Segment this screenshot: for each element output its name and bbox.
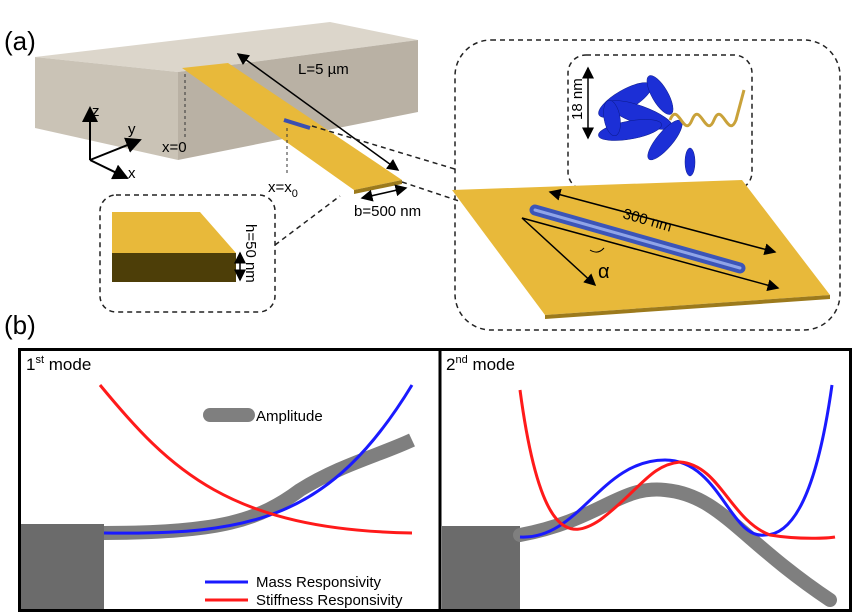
annotation: x=0 bbox=[162, 139, 187, 156]
annotation: α bbox=[598, 261, 610, 283]
mode-title: 1st mode bbox=[26, 354, 91, 374]
annotation: 18 nm bbox=[569, 78, 586, 120]
panel-frame bbox=[20, 350, 851, 611]
legend-label: Stiffness Responsivity bbox=[256, 592, 403, 609]
mode-title: mode bbox=[44, 355, 91, 374]
clamp bbox=[442, 526, 520, 609]
shape bbox=[685, 148, 695, 176]
axis-label: y bbox=[128, 121, 136, 138]
connector bbox=[275, 196, 340, 245]
legend-label: Amplitude bbox=[256, 408, 323, 425]
block-front bbox=[35, 57, 178, 160]
plate bbox=[452, 180, 830, 315]
connector bbox=[402, 182, 462, 202]
panel-label: (a) bbox=[4, 26, 36, 56]
figure: (a) z y x x=0 L=5 µm x=x0 b=500 nm h=50 … bbox=[0, 0, 852, 612]
mode-title: mode bbox=[468, 355, 515, 374]
legend-label: Mass Responsivity bbox=[256, 574, 382, 591]
mode-ordinal: 1 bbox=[26, 355, 35, 374]
mode-suffix: nd bbox=[455, 354, 467, 366]
annotation: x=x0 bbox=[268, 179, 298, 200]
annotation: b=500 nm bbox=[354, 203, 421, 220]
annotation: 0 bbox=[292, 188, 298, 200]
protein bbox=[594, 72, 695, 176]
mode-ordinal: 2 bbox=[446, 355, 455, 374]
clamp bbox=[21, 524, 104, 609]
beam-side bbox=[112, 253, 236, 282]
panel-label: (b) bbox=[4, 310, 36, 340]
axis-label: x bbox=[128, 165, 136, 182]
annotation: h=50 nm bbox=[242, 224, 259, 283]
mode-title: 2nd mode bbox=[446, 354, 515, 374]
mode-suffix: st bbox=[35, 354, 44, 366]
annotation: x=x bbox=[268, 179, 292, 196]
beam-top bbox=[112, 212, 236, 253]
annotation: L=5 µm bbox=[298, 61, 349, 78]
helix bbox=[670, 90, 744, 126]
axis-label: z bbox=[92, 103, 100, 120]
amplitude-curve bbox=[520, 490, 830, 600]
